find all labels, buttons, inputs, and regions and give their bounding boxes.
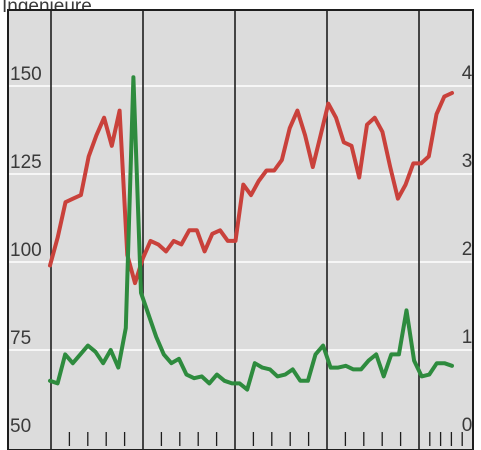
plot-area bbox=[8, 10, 473, 450]
right-tick-label: 3 bbox=[462, 151, 473, 172]
vertical-dividers bbox=[50, 10, 420, 450]
right-axis-series-line bbox=[48, 75, 454, 392]
left-tick-label: 125 bbox=[10, 152, 42, 173]
right-axis-labels: 0 1 2 3 4 bbox=[462, 63, 473, 436]
left-tick-label: 75 bbox=[10, 328, 31, 349]
plot-frame bbox=[7, 9, 474, 450]
x-ticks bbox=[68, 432, 463, 446]
left-tick-label: 150 bbox=[10, 64, 42, 85]
series-layer bbox=[48, 75, 454, 392]
left-axis-labels: 50 75 100 125 150 bbox=[10, 64, 42, 437]
right-tick-label: 4 bbox=[462, 63, 473, 84]
right-tick-label: 2 bbox=[462, 239, 473, 260]
right-tick-label: 1 bbox=[462, 327, 473, 348]
left-tick-label: 100 bbox=[10, 240, 42, 261]
right-tick-label: 0 bbox=[462, 415, 473, 436]
left-tick-label: 50 bbox=[10, 416, 31, 437]
